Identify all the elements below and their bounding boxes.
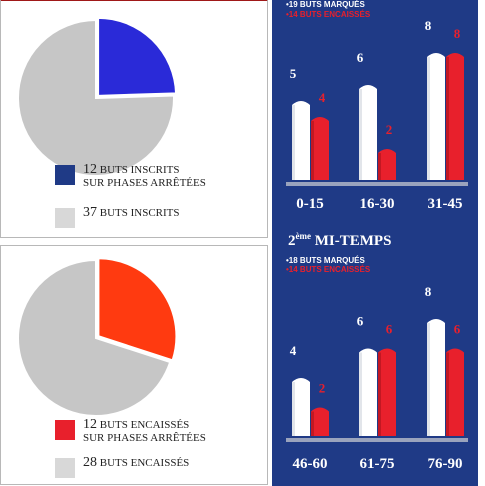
scored-pie-chart — [17, 16, 178, 177]
second-half-bar-conceded-76-90 — [446, 348, 464, 436]
second-half-bar-scored-61-75 — [359, 348, 377, 436]
legend-text: buts inscrits — [99, 164, 180, 176]
second-half-value-label-scored-61-75: 6 — [357, 314, 364, 329]
pie-slice-other-scored — [17, 18, 175, 177]
first-half-bar-conceded-0-15 — [311, 117, 329, 180]
legend-label: 12 buts encaissés sur phases arrêtées — [83, 418, 206, 445]
first-half-value-label-scored-16-30: 6 — [357, 50, 364, 65]
scored-pie-panel: 12 buts inscrits sur phases arrêtées 37 … — [0, 0, 268, 238]
second-half-bar-shade-0-46-60 — [292, 382, 295, 436]
first-half-bar-conceded-31-45 — [446, 53, 464, 180]
first-half-category-label-31-45: 31-45 — [428, 196, 463, 212]
first-half-bar-shade-0-0-15 — [292, 105, 295, 180]
conceded-pie-chart — [17, 257, 178, 417]
second-half-category-label-76-90: 76-90 — [428, 456, 463, 472]
first-half-bar-shade-1-31-45 — [446, 57, 449, 180]
second-half-bar-scored-76-90 — [427, 319, 445, 436]
second-half-bar-shade-0-61-75 — [359, 352, 362, 436]
second-half-bar-shade-1-61-75 — [378, 352, 381, 436]
legend-swatch-blue — [55, 165, 75, 185]
second-half-axis-line — [286, 438, 468, 442]
first-half-bar-shade-1-0-15 — [311, 121, 314, 180]
legend-text: buts encaissés — [99, 419, 190, 431]
second-half-bar-shade-1-76-90 — [446, 352, 449, 436]
first-half-bar-shade-0-16-30 — [359, 89, 362, 180]
first-half-bar-scored-16-30 — [359, 85, 377, 180]
legend-swatch-grey — [55, 458, 75, 478]
legend-label: 12 buts inscrits sur phases arrêtées — [83, 163, 206, 190]
legend-number: 37 — [83, 205, 97, 220]
second-half-title: 2ème MI-TEMPS — [288, 231, 391, 250]
second-half-category-label-61-75: 61-75 — [360, 456, 395, 472]
first-half-bar-conceded-16-30 — [378, 149, 396, 180]
second-half-title-sup: ème — [295, 231, 312, 241]
pie-slice-set-pieces-conceded — [97, 257, 178, 362]
second-half-bar-conceded-46-60 — [311, 407, 329, 436]
first-half-bar-shade-1-16-30 — [378, 153, 381, 180]
second-half-category-label-46-60: 46-60 — [293, 456, 328, 472]
legend-subtext: sur phases arrêtées — [83, 177, 206, 189]
second-half-value-label-conceded-76-90: 6 — [454, 322, 461, 337]
pie-slice-set-pieces-scored — [97, 16, 178, 97]
second-half-value-label-scored-46-60: 4 — [290, 343, 297, 358]
first-half-value-label-scored-31-45: 8 — [425, 18, 432, 33]
first-half-value-label-conceded-31-45: 8 — [454, 26, 461, 41]
legend-swatch-red — [55, 420, 75, 440]
second-half-bar-shade-1-46-60 — [311, 411, 314, 436]
second-half-value-label-conceded-61-75: 6 — [386, 322, 393, 337]
first-half-scored-header: •19 BUTS MARQUÉS — [286, 0, 365, 9]
first-half-value-label-scored-0-15: 5 — [290, 66, 297, 81]
conceded-pie-panel: 12 buts encaissés sur phases arrêtées 28… — [0, 245, 268, 485]
first-half-bar-scored-31-45 — [427, 53, 445, 180]
legend-number: 12 — [83, 417, 97, 432]
second-half-value-label-conceded-46-60: 2 — [319, 381, 326, 396]
second-half-bar-shade-0-76-90 — [427, 323, 430, 436]
legend-text: buts encaissés — [99, 457, 190, 469]
legend-text: buts inscrits — [99, 207, 180, 219]
legend-subtext: sur phases arrêtées — [83, 432, 206, 444]
first-half-axis-line — [286, 182, 468, 186]
first-half-value-label-conceded-16-30: 2 — [386, 122, 393, 137]
legend-number: 28 — [83, 455, 97, 470]
first-half-category-label-0-15: 0-15 — [296, 196, 324, 212]
first-half-bar-shade-0-31-45 — [427, 57, 430, 180]
goals-bar-charts: 5 4 0-15 6 2 16-30 8 8 31-45 4 2 46-60 6 6 61-75 8 6 76-9… — [286, 18, 468, 472]
first-half-conceded-header: •14 BUTS ENCAISSÉS — [286, 10, 371, 19]
second-half-scored-header: •18 BUTS MARQUÉS — [286, 256, 365, 265]
first-half-bar-scored-0-15 — [292, 101, 310, 180]
first-half-category-label-16-30: 16-30 — [360, 196, 395, 212]
second-half-title-number: 2 — [288, 233, 296, 249]
pie-slice-other-conceded — [17, 258, 172, 417]
second-half-title-rest: MI-TEMPS — [311, 233, 392, 249]
legend-swatch-grey — [55, 208, 75, 228]
legend-label: 28 buts encaissés — [83, 456, 189, 470]
second-half-value-label-scored-76-90: 8 — [425, 284, 432, 299]
second-half-bar-conceded-61-75 — [378, 348, 396, 436]
legend-number: 12 — [83, 162, 97, 177]
first-half-value-label-conceded-0-15: 4 — [319, 90, 326, 105]
second-half-conceded-header: •14 BUTS ENCAISSÉS — [286, 265, 371, 274]
second-half-bar-scored-46-60 — [292, 378, 310, 436]
goals-timeline-panel: •19 BUTS MARQUÉS •14 BUTS ENCAISSÉS 2ème… — [272, 0, 478, 486]
legend-label: 37 buts inscrits — [83, 206, 180, 220]
